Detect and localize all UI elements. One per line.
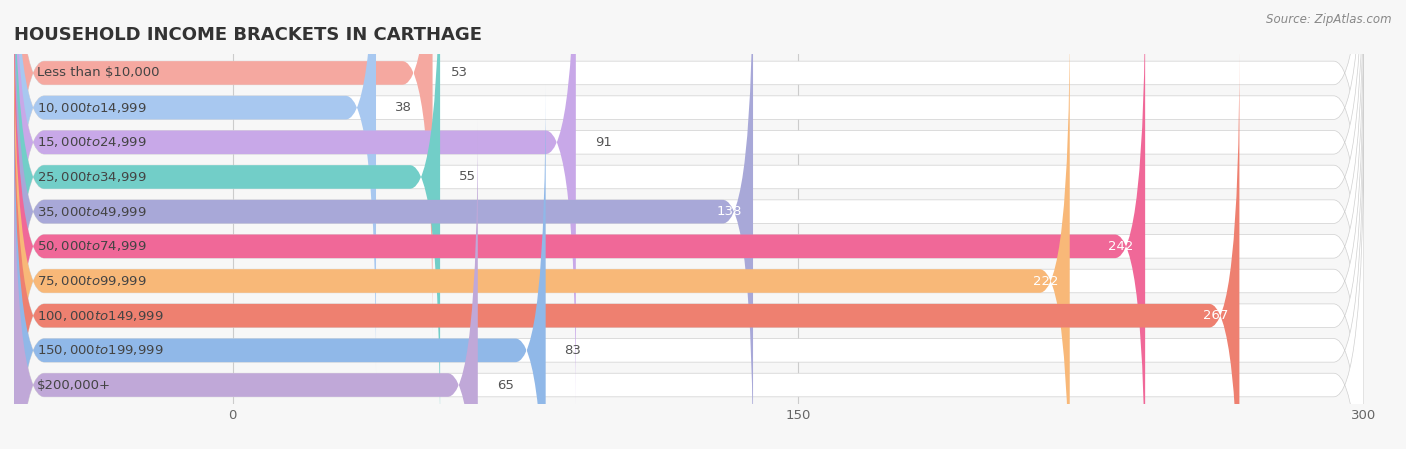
FancyBboxPatch shape — [14, 85, 546, 449]
Text: 91: 91 — [595, 136, 612, 149]
Text: $15,000 to $24,999: $15,000 to $24,999 — [37, 135, 146, 150]
Text: Less than $10,000: Less than $10,000 — [37, 66, 159, 79]
FancyBboxPatch shape — [14, 0, 1364, 443]
Text: $150,000 to $199,999: $150,000 to $199,999 — [37, 343, 163, 357]
FancyBboxPatch shape — [14, 50, 1364, 449]
Text: $75,000 to $99,999: $75,000 to $99,999 — [37, 274, 146, 288]
Text: $200,000+: $200,000+ — [37, 379, 111, 392]
Text: $35,000 to $49,999: $35,000 to $49,999 — [37, 205, 146, 219]
Text: $50,000 to $74,999: $50,000 to $74,999 — [37, 239, 146, 253]
FancyBboxPatch shape — [14, 15, 1364, 449]
FancyBboxPatch shape — [14, 0, 576, 408]
FancyBboxPatch shape — [14, 85, 1364, 449]
FancyBboxPatch shape — [14, 0, 440, 443]
Text: 138: 138 — [716, 205, 742, 218]
Text: 38: 38 — [395, 101, 412, 114]
FancyBboxPatch shape — [14, 119, 1364, 449]
FancyBboxPatch shape — [14, 0, 754, 449]
Text: 83: 83 — [565, 344, 582, 357]
FancyBboxPatch shape — [14, 0, 1364, 339]
Text: 65: 65 — [496, 379, 513, 392]
Text: 222: 222 — [1033, 274, 1059, 287]
Text: 267: 267 — [1202, 309, 1227, 322]
FancyBboxPatch shape — [14, 0, 1364, 408]
FancyBboxPatch shape — [14, 0, 1364, 449]
FancyBboxPatch shape — [14, 50, 1240, 449]
FancyBboxPatch shape — [14, 0, 1364, 449]
Text: Source: ZipAtlas.com: Source: ZipAtlas.com — [1267, 13, 1392, 26]
FancyBboxPatch shape — [14, 0, 375, 373]
Text: $10,000 to $14,999: $10,000 to $14,999 — [37, 101, 146, 114]
Text: $25,000 to $34,999: $25,000 to $34,999 — [37, 170, 146, 184]
Text: $100,000 to $149,999: $100,000 to $149,999 — [37, 308, 163, 323]
Text: HOUSEHOLD INCOME BRACKETS IN CARTHAGE: HOUSEHOLD INCOME BRACKETS IN CARTHAGE — [14, 26, 482, 44]
Text: 53: 53 — [451, 66, 468, 79]
FancyBboxPatch shape — [14, 119, 478, 449]
Text: 55: 55 — [458, 171, 477, 184]
Text: 242: 242 — [1108, 240, 1133, 253]
FancyBboxPatch shape — [14, 0, 1364, 373]
FancyBboxPatch shape — [14, 0, 433, 339]
FancyBboxPatch shape — [14, 15, 1070, 449]
FancyBboxPatch shape — [14, 0, 1144, 449]
